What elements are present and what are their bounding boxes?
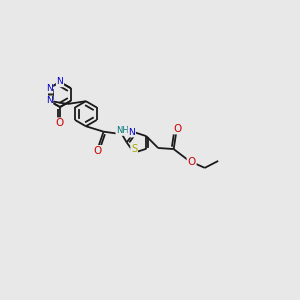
Text: N: N <box>128 128 135 137</box>
Text: N: N <box>57 77 63 86</box>
Text: O: O <box>188 158 196 167</box>
Text: S: S <box>131 144 137 154</box>
Text: O: O <box>93 146 101 156</box>
Text: N: N <box>46 96 52 105</box>
Text: N: N <box>46 84 52 93</box>
Text: O: O <box>174 124 182 134</box>
Text: O: O <box>56 118 64 128</box>
Text: NH: NH <box>116 126 129 135</box>
